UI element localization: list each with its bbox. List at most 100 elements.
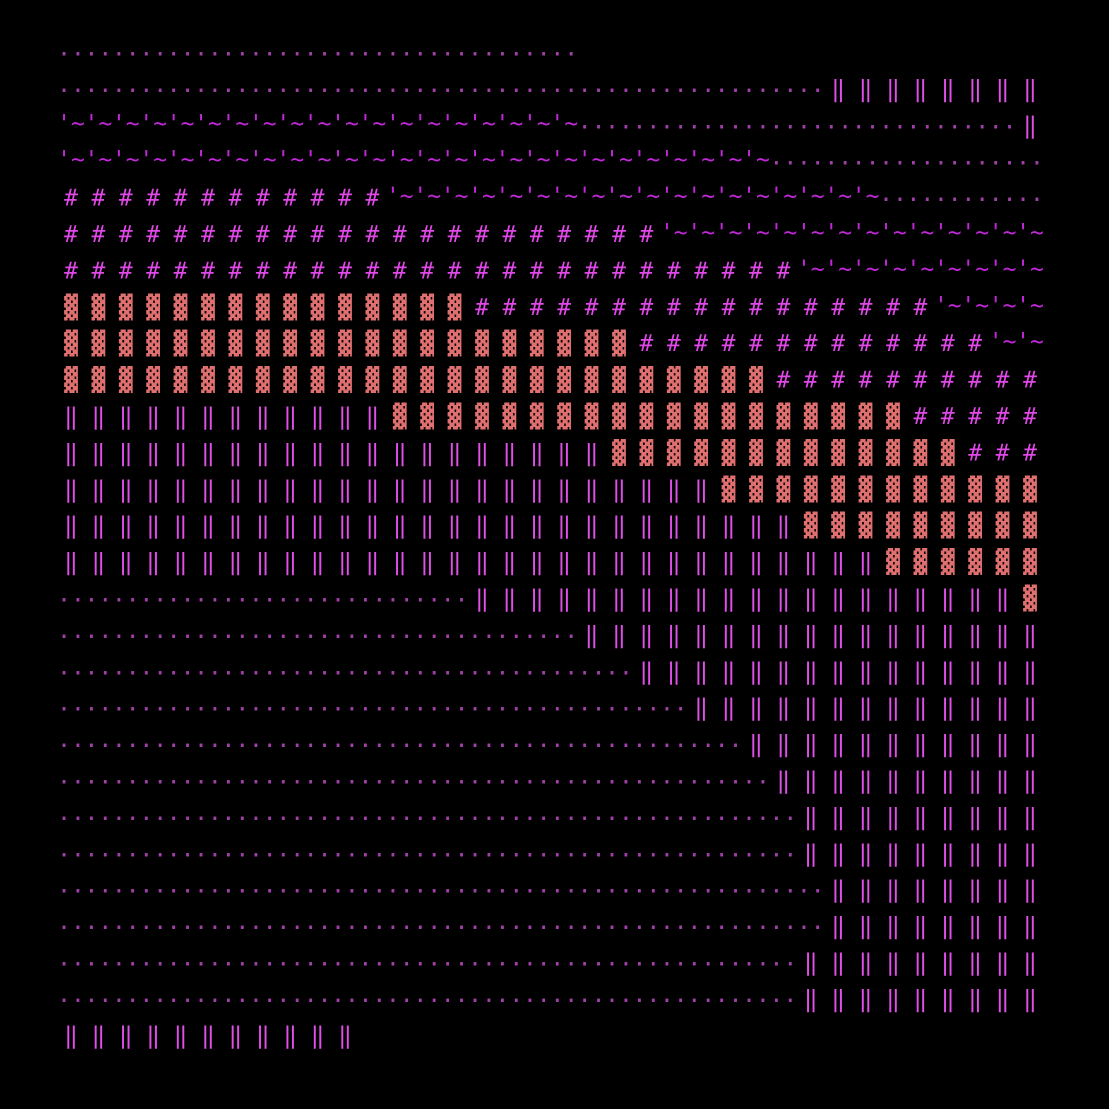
dots-glyph: ·· [578,697,606,723]
bars-glyph: ‖ [420,477,434,503]
bars-glyph: ‖ [941,622,955,648]
dots-glyph: ·· [386,806,414,832]
bars-glyph: ‖ [557,477,571,503]
bars-glyph: ‖ [941,659,955,685]
bars-glyph: ‖ [174,1023,188,1049]
dots-glyph: ·· [194,78,222,104]
dots-glyph: ·· [961,115,989,141]
tilde-glyph: '~ [276,111,304,137]
dots-glyph: ·· [249,78,277,104]
bars-glyph: ‖ [913,732,927,758]
dots-glyph: ·· [578,78,606,104]
bars-glyph: ‖ [968,986,982,1012]
bars-glyph: ‖ [859,877,873,903]
hash-glyph: # [201,222,215,248]
dots-glyph: ·· [441,588,469,614]
dots-glyph: ·· [167,770,195,796]
bars-glyph: ‖ [694,513,708,539]
dots-glyph: ·· [139,78,167,104]
dots-glyph: ·· [687,952,715,978]
tilde-glyph: '~ [57,147,85,173]
dots-glyph: ·· [331,988,359,1014]
tilde-glyph: '~ [468,111,496,137]
dots-glyph: ·· [468,734,496,760]
tilde-glyph: '~ [797,184,825,210]
hash-glyph: # [886,368,900,394]
block-glyph: ▓ [1023,511,1037,539]
dots-glyph: ·· [359,916,387,942]
bars-glyph: ‖ [420,550,434,576]
bars-glyph: ‖ [722,586,736,612]
dots-glyph: ·· [496,770,524,796]
dots-glyph: ·· [550,879,578,905]
tilde-glyph: '~ [496,184,524,210]
bars-glyph: ‖ [804,950,818,976]
bars-glyph: ‖ [585,513,599,539]
block-glyph: ▓ [694,402,708,430]
tilde-glyph: '~ [907,220,935,246]
hash-glyph: # [174,186,188,212]
tilde-glyph: '~ [989,256,1017,282]
block-glyph: ▓ [146,293,160,321]
dots-glyph: ·· [797,879,825,905]
dots-glyph: ·· [660,806,688,832]
dots-glyph: ·· [961,188,989,214]
dots-glyph: ·· [222,952,250,978]
hash-glyph: # [283,186,297,212]
block-glyph: ▓ [667,402,681,430]
bars-glyph: ‖ [667,659,681,685]
hash-glyph: # [722,295,736,321]
dots-glyph: ·· [249,624,277,650]
block-glyph: ▓ [996,548,1010,576]
dots-glyph: ·· [413,988,441,1014]
dots-glyph: ·· [57,843,85,869]
bars-glyph: ‖ [475,440,489,466]
hash-glyph: # [694,331,708,357]
tilde-glyph: '~ [934,293,962,319]
dots-glyph: ·· [167,624,195,650]
bars-glyph: ‖ [228,513,242,539]
dots-glyph: ·· [660,843,688,869]
dots-glyph: ·· [605,952,633,978]
dots-glyph: ·· [742,916,770,942]
dots-glyph: ·· [687,770,715,796]
bars-glyph: ‖ [831,986,845,1012]
hash-glyph: # [475,258,489,284]
dots-glyph: ·· [742,843,770,869]
block-glyph: ▓ [91,293,105,321]
bars-glyph: ‖ [91,1023,105,1049]
dots-glyph: ·· [249,879,277,905]
dots-glyph: ·· [112,952,140,978]
dots-glyph: ·· [468,770,496,796]
bars-glyph: ‖ [968,841,982,867]
dots-glyph: ·· [550,952,578,978]
hash-glyph: # [859,295,873,321]
block-glyph: ▓ [612,438,626,466]
dots-glyph: ·· [770,879,798,905]
dots-glyph: ·· [605,988,633,1014]
tilde-glyph: '~ [85,147,113,173]
hash-glyph: # [886,331,900,357]
bars-glyph: ‖ [311,513,325,539]
dots-glyph: ·· [797,151,825,177]
dots-glyph: ·· [57,806,85,832]
bars-glyph: ‖ [311,550,325,576]
dots-glyph: ·· [331,916,359,942]
block-glyph: ▓ [913,438,927,466]
block-glyph: ▓ [64,366,78,394]
dots-glyph: ·· [386,78,414,104]
bars-glyph: ‖ [585,622,599,648]
hash-glyph: # [557,295,571,321]
hash-glyph: # [667,295,681,321]
bars-glyph: ‖ [831,877,845,903]
dots-glyph: ·· [194,916,222,942]
hash-glyph: # [749,258,763,284]
dots-glyph: ·· [879,115,907,141]
block-glyph: ▓ [448,293,462,321]
bars-glyph: ‖ [612,586,626,612]
dots-glyph: ·· [194,806,222,832]
tilde-glyph: '~ [824,220,852,246]
bars-glyph: ‖ [859,841,873,867]
bars-glyph: ‖ [448,477,462,503]
tilde-glyph: '~ [852,220,880,246]
